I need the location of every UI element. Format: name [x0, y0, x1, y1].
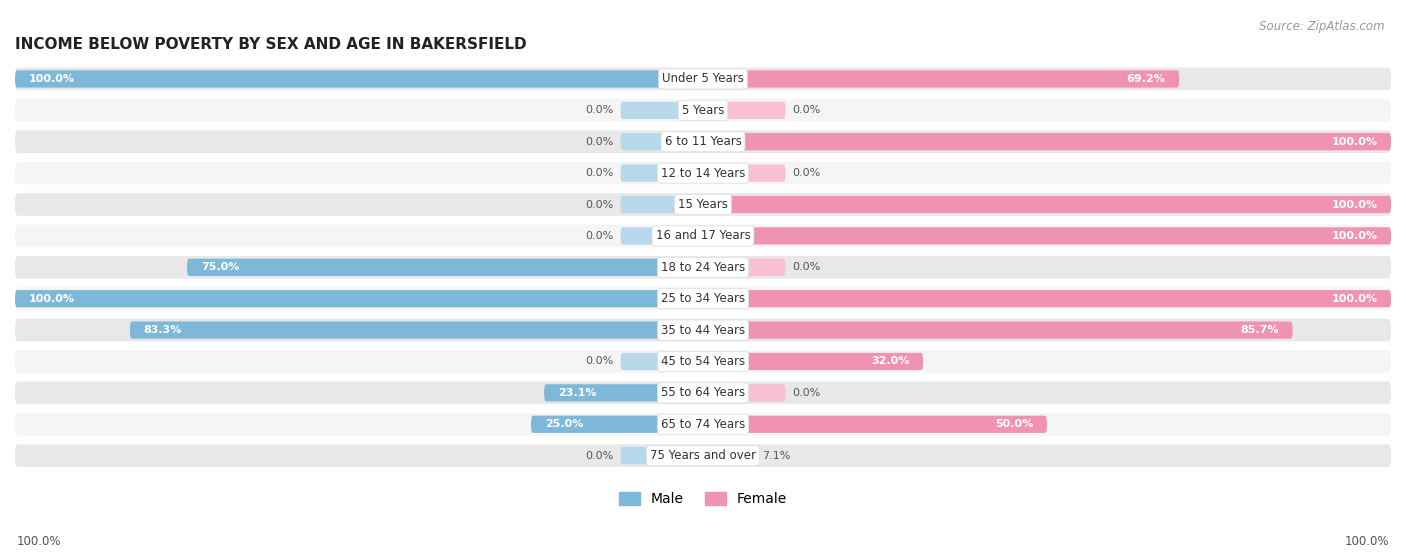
FancyBboxPatch shape: [15, 70, 703, 88]
Text: 100.0%: 100.0%: [17, 535, 62, 548]
Text: 65 to 74 Years: 65 to 74 Years: [661, 418, 745, 431]
FancyBboxPatch shape: [15, 193, 1391, 216]
FancyBboxPatch shape: [15, 382, 1391, 404]
Legend: Male, Female: Male, Female: [612, 485, 794, 513]
FancyBboxPatch shape: [703, 164, 786, 182]
FancyBboxPatch shape: [15, 444, 1391, 467]
FancyBboxPatch shape: [620, 447, 703, 465]
FancyBboxPatch shape: [15, 162, 1391, 184]
FancyBboxPatch shape: [187, 259, 703, 276]
Text: 23.1%: 23.1%: [558, 388, 596, 398]
FancyBboxPatch shape: [620, 164, 703, 182]
Text: 85.7%: 85.7%: [1240, 325, 1279, 335]
Text: 0.0%: 0.0%: [585, 137, 613, 146]
Text: 15 Years: 15 Years: [678, 198, 728, 211]
FancyBboxPatch shape: [620, 196, 703, 213]
Text: 0.0%: 0.0%: [793, 105, 821, 115]
Text: Source: ZipAtlas.com: Source: ZipAtlas.com: [1260, 20, 1385, 32]
FancyBboxPatch shape: [15, 319, 1391, 342]
Text: 0.0%: 0.0%: [793, 168, 821, 178]
Text: 100.0%: 100.0%: [1331, 200, 1378, 210]
FancyBboxPatch shape: [703, 290, 1391, 307]
Text: 83.3%: 83.3%: [143, 325, 181, 335]
FancyBboxPatch shape: [15, 413, 1391, 435]
Text: 55 to 64 Years: 55 to 64 Years: [661, 386, 745, 399]
FancyBboxPatch shape: [703, 259, 786, 276]
FancyBboxPatch shape: [15, 68, 1391, 90]
Text: 100.0%: 100.0%: [1344, 535, 1389, 548]
Text: INCOME BELOW POVERTY BY SEX AND AGE IN BAKERSFIELD: INCOME BELOW POVERTY BY SEX AND AGE IN B…: [15, 37, 527, 53]
Text: 0.0%: 0.0%: [793, 262, 821, 272]
Text: 25.0%: 25.0%: [544, 419, 583, 429]
Text: 100.0%: 100.0%: [28, 74, 75, 84]
Text: 12 to 14 Years: 12 to 14 Years: [661, 167, 745, 179]
FancyBboxPatch shape: [544, 384, 703, 401]
Text: 7.1%: 7.1%: [762, 451, 790, 461]
Text: 100.0%: 100.0%: [28, 293, 75, 304]
FancyBboxPatch shape: [620, 353, 703, 370]
FancyBboxPatch shape: [703, 228, 1391, 244]
Text: 69.2%: 69.2%: [1126, 74, 1166, 84]
FancyBboxPatch shape: [703, 416, 1047, 433]
Text: 0.0%: 0.0%: [585, 451, 613, 461]
FancyBboxPatch shape: [703, 384, 786, 401]
FancyBboxPatch shape: [15, 130, 1391, 153]
FancyBboxPatch shape: [620, 228, 703, 244]
Text: 35 to 44 Years: 35 to 44 Years: [661, 324, 745, 337]
FancyBboxPatch shape: [15, 256, 1391, 278]
Text: 0.0%: 0.0%: [585, 200, 613, 210]
Text: 5 Years: 5 Years: [682, 104, 724, 117]
FancyBboxPatch shape: [703, 133, 1391, 150]
FancyBboxPatch shape: [129, 321, 703, 339]
Text: 0.0%: 0.0%: [793, 388, 821, 398]
Text: 0.0%: 0.0%: [585, 105, 613, 115]
FancyBboxPatch shape: [703, 70, 1180, 88]
FancyBboxPatch shape: [15, 287, 1391, 310]
Text: 0.0%: 0.0%: [585, 231, 613, 241]
Text: 25 to 34 Years: 25 to 34 Years: [661, 292, 745, 305]
FancyBboxPatch shape: [703, 102, 786, 119]
FancyBboxPatch shape: [15, 225, 1391, 247]
FancyBboxPatch shape: [531, 416, 703, 433]
Text: 18 to 24 Years: 18 to 24 Years: [661, 261, 745, 274]
FancyBboxPatch shape: [703, 321, 1292, 339]
FancyBboxPatch shape: [703, 196, 1391, 213]
Text: 100.0%: 100.0%: [1331, 137, 1378, 146]
Text: 32.0%: 32.0%: [872, 357, 910, 367]
FancyBboxPatch shape: [703, 447, 752, 465]
FancyBboxPatch shape: [15, 290, 703, 307]
Text: 75 Years and over: 75 Years and over: [650, 449, 756, 462]
Text: 0.0%: 0.0%: [585, 168, 613, 178]
Text: Under 5 Years: Under 5 Years: [662, 73, 744, 86]
Text: 6 to 11 Years: 6 to 11 Years: [665, 135, 741, 148]
Text: 100.0%: 100.0%: [1331, 231, 1378, 241]
FancyBboxPatch shape: [620, 133, 703, 150]
FancyBboxPatch shape: [15, 350, 1391, 373]
Text: 100.0%: 100.0%: [1331, 293, 1378, 304]
Text: 50.0%: 50.0%: [995, 419, 1033, 429]
FancyBboxPatch shape: [15, 99, 1391, 122]
Text: 16 and 17 Years: 16 and 17 Years: [655, 229, 751, 243]
FancyBboxPatch shape: [620, 102, 703, 119]
Text: 0.0%: 0.0%: [585, 357, 613, 367]
FancyBboxPatch shape: [703, 353, 924, 370]
Text: 75.0%: 75.0%: [201, 262, 239, 272]
Text: 45 to 54 Years: 45 to 54 Years: [661, 355, 745, 368]
